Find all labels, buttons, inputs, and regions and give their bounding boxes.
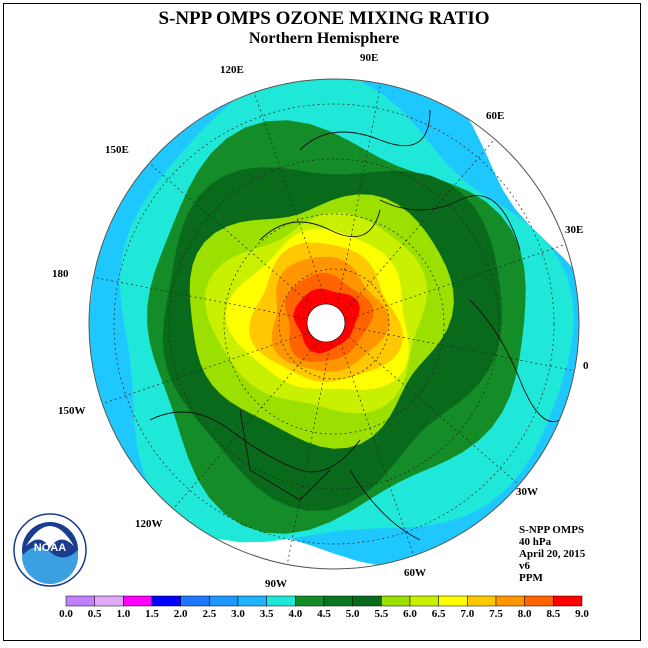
coastline [239,409,331,501]
coastline [259,209,381,241]
lon-label-30w: 30W [516,486,538,498]
lon-label-150w: 150W [58,405,86,417]
lon-label-150e: 150E [105,144,129,156]
coastline [349,469,421,541]
colorbar-tick-label: 0.5 [87,608,102,620]
lon-label-120w: 120W [135,518,163,530]
colorbar-tick-label: 6.0 [403,608,417,620]
lon-label-90w: 90W [265,578,287,590]
colorbar-tick-label: 7.0 [460,608,475,620]
colorbar-tick-label: 5.5 [374,608,389,620]
info-block: S-NPP OMPS 40 hPa April 20, 2015 v6 PPM [519,524,585,584]
lon-label-120e: 120E [220,64,244,76]
colorbar-tick-label: 8.5 [546,608,561,620]
coastline [149,411,361,473]
latitude-circle [278,268,390,380]
latitude-circle [113,103,555,545]
lon-label-30e: 30E [565,224,584,236]
instrument-label: S-NPP OMPS [519,524,585,536]
colorbar-tick-label: 6.5 [431,608,446,620]
colorbar-tick-label: 0.0 [59,608,73,620]
version-label: v6 [519,560,530,572]
colorbar-tick-label: 2.0 [173,608,188,620]
colorbar-tick-label: 3.5 [259,608,274,620]
lon-label-60e: 60E [486,110,505,122]
colorbar-tick-label: 1.0 [116,608,131,620]
colorbar-tick-label: 9.0 [575,608,589,620]
colorbar-tick-label: 2.5 [202,608,217,620]
lon-label-90e: 90E [360,52,379,64]
colorbar-tick-label: 3.0 [231,608,245,620]
lon-label-60w: 60W [404,567,426,579]
lat-lon-grid [93,83,575,565]
colorbar-tick-label: 1.5 [145,608,159,620]
latitude-circle [223,213,445,435]
lon-label-180: 180 [52,268,69,280]
ozone-field [89,79,579,568]
pressure-level-label: 40 hPa [519,536,552,548]
noaa-logo: NOAA [13,513,87,587]
figure-frame [3,3,641,641]
coastline [469,299,561,422]
pole-missing-data [306,303,346,343]
page-subtitle: Northern Hemisphere [248,30,400,47]
units-label: PPM [519,572,543,584]
coastline [379,195,521,251]
globe-outline [88,78,580,570]
date-label: April 20, 2015 [519,548,586,560]
colorbar-tick-label: 5.0 [345,608,360,620]
latitude-circle [168,158,500,490]
colorbar-tick-label: 7.5 [489,608,503,620]
colorbar-tick-label: 8.0 [517,608,532,620]
page-title: S-NPP OMPS OZONE MIXING RATIO [158,8,490,29]
colorbar-tick-label: 4.0 [288,608,303,620]
logo-text: NOAA [34,542,66,554]
coastline [299,109,431,151]
lon-label-0: 0 [583,360,589,372]
colorbar-tick-label: 4.5 [317,608,331,620]
